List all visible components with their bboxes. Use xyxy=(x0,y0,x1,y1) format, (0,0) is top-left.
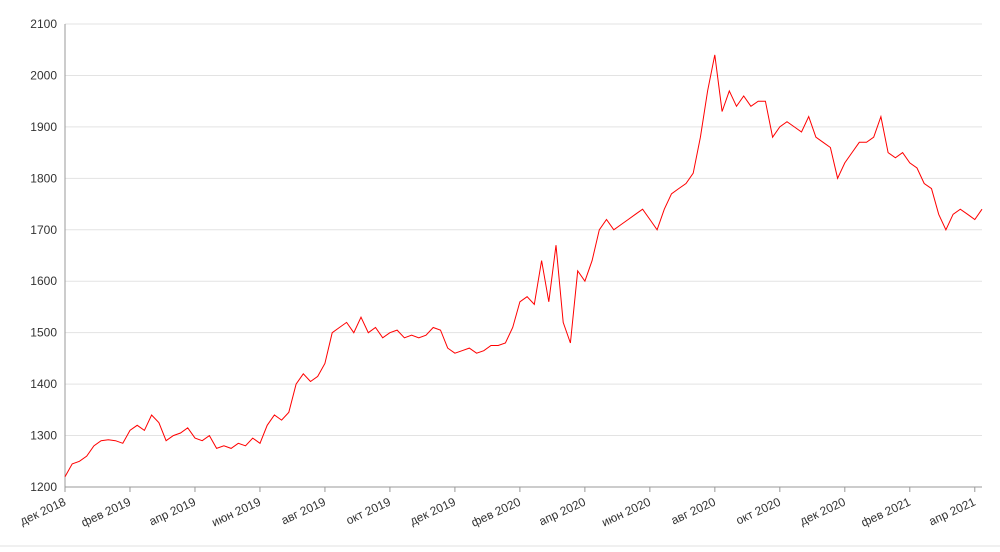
x-tick-label: фев 2021 xyxy=(859,495,913,530)
y-tick-label: 1400 xyxy=(30,377,57,391)
x-tick-label: дек 2018 xyxy=(18,495,69,529)
x-tick-label: фев 2019 xyxy=(79,495,133,530)
x-tick-label: апр 2020 xyxy=(537,495,588,529)
y-tick-label: 2100 xyxy=(30,17,57,31)
data-line xyxy=(64,54,983,477)
y-tick-label: 1700 xyxy=(30,223,57,237)
x-tick-label: апр 2019 xyxy=(147,495,198,529)
x-tick-label: апр 2021 xyxy=(927,495,978,529)
x-tick-label: дек 2020 xyxy=(797,495,848,529)
y-tick-label: 1600 xyxy=(30,274,57,288)
y-tick-label: 1200 xyxy=(30,480,57,494)
x-tick-label: июн 2019 xyxy=(210,495,264,530)
x-tick-label: окт 2019 xyxy=(344,495,393,528)
x-tick-label: окт 2020 xyxy=(734,495,783,528)
x-tick-label: авг 2019 xyxy=(279,495,328,528)
y-tick-label: 2000 xyxy=(30,68,57,82)
x-tick-label: фев 2020 xyxy=(469,495,523,530)
y-tick-label: 1300 xyxy=(30,429,57,443)
x-tick-label: авг 2020 xyxy=(669,495,718,528)
x-tick-label: июн 2020 xyxy=(599,495,653,530)
x-tick-label: дек 2019 xyxy=(408,495,459,529)
y-tick-label: 1900 xyxy=(30,120,57,134)
y-tick-label: 1500 xyxy=(30,326,57,340)
y-tick-label: 1800 xyxy=(30,171,57,185)
